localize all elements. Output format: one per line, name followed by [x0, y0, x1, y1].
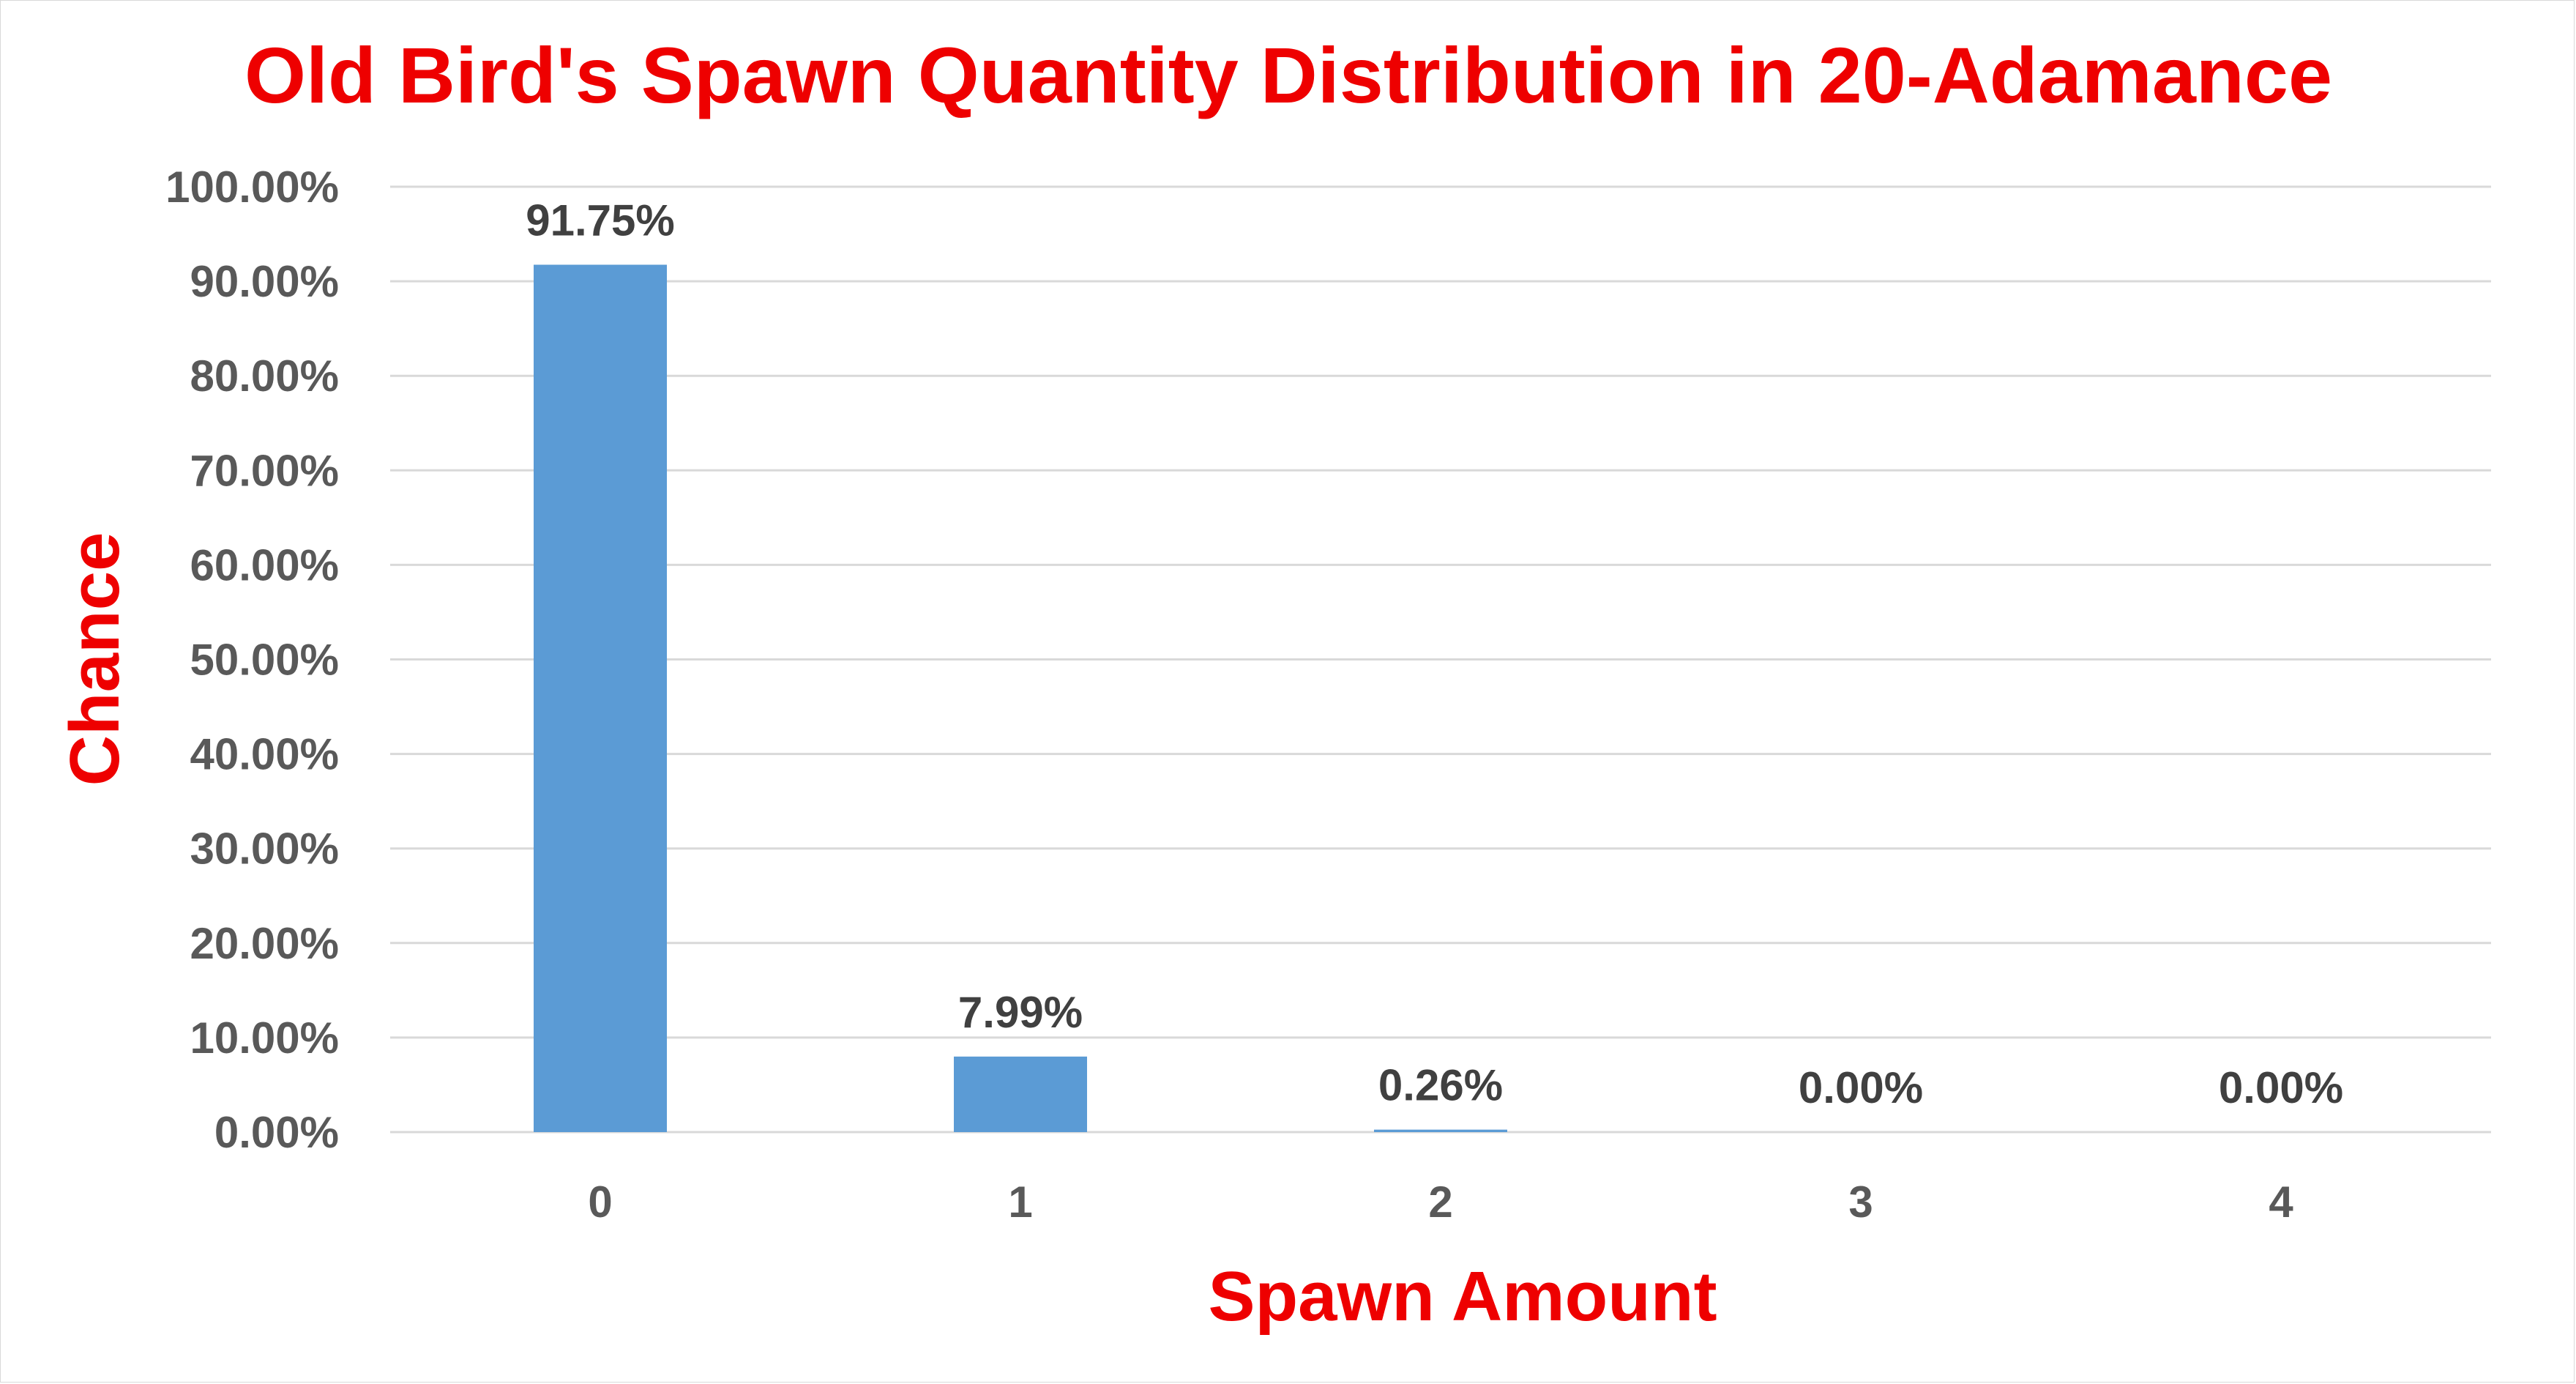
y-axis-ticks: 0.00% 10.00% 20.00% 30.00% 40.00% 50.00% 60.00… — [165, 163, 339, 1157]
bar-0 — [534, 264, 667, 1132]
chart-title: Old Bird's Spawn Quantity Distribution i… — [244, 31, 2332, 119]
bar-2 — [1374, 1129, 1507, 1132]
y-tick-label: 60.00% — [190, 540, 340, 589]
x-tick-label: 2 — [1428, 1177, 1452, 1227]
y-tick-label: 40.00% — [190, 730, 340, 779]
data-label-3: 0.00% — [1799, 1063, 1923, 1112]
y-tick-label: 80.00% — [190, 351, 340, 401]
y-tick-label: 100.00% — [165, 163, 339, 212]
y-axis-title: Chance — [56, 532, 134, 786]
y-tick-label: 20.00% — [190, 919, 340, 968]
bar-1 — [954, 1056, 1087, 1132]
x-tick-label: 3 — [1848, 1177, 1873, 1227]
data-labels: 91.75% 7.99% 0.26% 0.00% 0.00% — [526, 196, 2343, 1112]
x-tick-label: 1 — [1008, 1177, 1032, 1227]
data-label-4: 0.00% — [2219, 1063, 2343, 1112]
y-tick-label: 50.00% — [190, 636, 340, 685]
gridlines — [390, 185, 2491, 1134]
x-tick-label: 0 — [588, 1177, 612, 1227]
bars — [534, 264, 1507, 1132]
y-tick-label: 70.00% — [190, 446, 340, 495]
x-axis-ticks: 0 1 2 3 4 — [588, 1177, 2293, 1227]
x-tick-label: 4 — [2269, 1177, 2293, 1227]
data-label-2: 0.26% — [1378, 1061, 1503, 1110]
y-tick-label: 10.00% — [190, 1013, 340, 1063]
x-axis-title: Spawn Amount — [1208, 1257, 1717, 1336]
y-tick-label: 30.00% — [190, 825, 340, 874]
data-label-1: 7.99% — [958, 988, 1083, 1037]
y-tick-label: 90.00% — [190, 257, 340, 306]
y-tick-label: 0.00% — [214, 1108, 339, 1157]
data-label-0: 91.75% — [526, 196, 675, 245]
